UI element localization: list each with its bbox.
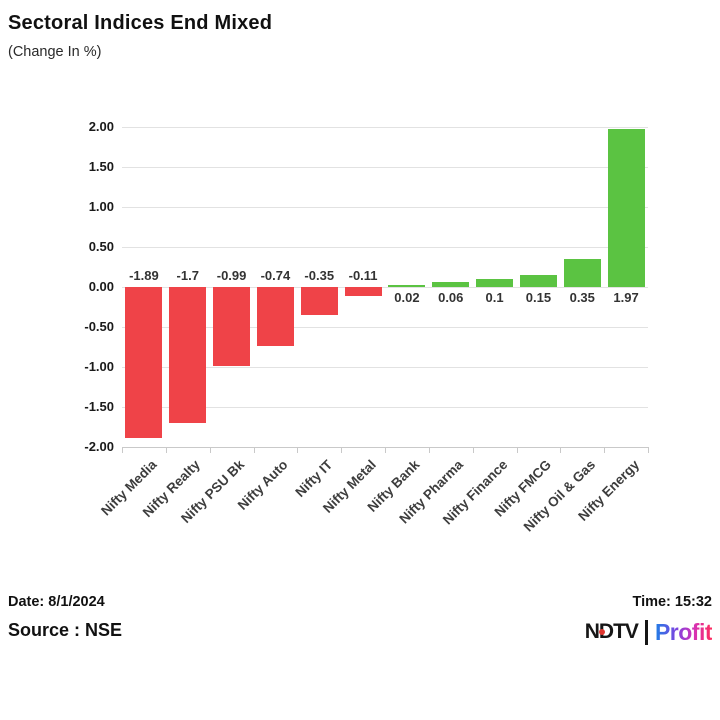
chart-bar [432, 282, 469, 287]
bar-value-label: 1.97 [613, 290, 639, 305]
y-axis-tick-label: 1.50 [88, 159, 114, 174]
chart-bar [169, 287, 206, 423]
bar-value-label: -0.11 [348, 268, 378, 283]
chart-bar [520, 275, 557, 287]
bar-value-label: -0.74 [260, 268, 291, 283]
bar-value-label: -1.7 [176, 268, 199, 283]
x-axis-tick [517, 447, 518, 453]
bar-chart-plot-area: 2.00 1.50 1.00 0.50 0.00 -0.50 -1.00 -1.50 -2.00… [84, 119, 649, 534]
x-axis-tick [560, 447, 561, 453]
x-axis-category-label: Nifty IT [291, 457, 335, 500]
chart-bar [608, 129, 645, 287]
chart-bar [476, 279, 513, 287]
x-axis-tick [648, 447, 649, 453]
x-axis-tick [473, 447, 474, 453]
gridline [122, 166, 648, 168]
bar-value-label: -0.35 [304, 268, 335, 283]
ndtv-logo-dot [598, 629, 605, 635]
bar-value-label: 0.06 [438, 290, 464, 305]
page-subtitle: (Change In %) [8, 44, 102, 60]
ndtv-profit-logo: NDTV Profit [584, 617, 713, 647]
chart-bar [213, 287, 250, 367]
bar-value-label: 0.02 [394, 290, 420, 305]
y-axis-tick-label: -1.00 [84, 359, 114, 374]
y-axis-tick-label: 1.00 [88, 199, 114, 214]
bar-value-label: 0.1 [485, 290, 504, 305]
x-axis-tick [429, 447, 430, 453]
gridline [122, 286, 648, 288]
time-label: Time: 15:32 [632, 594, 712, 610]
ndtv-logo: NDTV [584, 620, 639, 644]
gridline [122, 246, 648, 248]
y-axis-tick-label: -0.50 [84, 319, 114, 334]
gridline [122, 366, 648, 368]
bar-value-label: 0.15 [525, 290, 552, 305]
gridline [122, 326, 648, 328]
source-label: Source : NSE [8, 620, 123, 640]
x-axis-tick [122, 447, 123, 453]
chart-bar [125, 287, 162, 439]
chart-bar [564, 259, 601, 287]
bar-value-label: -1.89 [129, 268, 159, 283]
bar-value-label: 0.35 [569, 290, 595, 305]
page-title: Sectoral Indices End Mixed [8, 12, 273, 34]
gridline [122, 206, 648, 208]
x-axis-tick [385, 447, 386, 453]
profit-logo-text: Profit [654, 618, 713, 645]
date-label: Date: 8/1/2024 [8, 594, 105, 610]
gridline [122, 406, 648, 408]
y-axis-tick-label: 0.00 [88, 279, 114, 294]
x-axis-tick [297, 447, 298, 453]
ndtv-logo-text: NDTV [584, 620, 639, 643]
x-axis-tick [210, 447, 211, 453]
logo-separator [644, 619, 648, 645]
y-axis-tick-label: -2.00 [84, 439, 114, 454]
x-axis-tick [341, 447, 342, 453]
bar-value-label: -0.99 [216, 268, 247, 283]
chart-bar [257, 287, 294, 347]
y-axis-tick-label: 2.00 [88, 119, 114, 134]
chart-bar [345, 287, 382, 296]
gridline [122, 126, 648, 128]
x-axis-tick [604, 447, 605, 453]
y-axis-tick-label: -1.50 [84, 399, 114, 414]
chart-bar [301, 287, 338, 315]
x-axis-tick [254, 447, 255, 453]
y-axis-tick-label: 0.50 [88, 239, 114, 254]
chart-bar [388, 285, 425, 287]
x-axis-tick [166, 447, 167, 453]
